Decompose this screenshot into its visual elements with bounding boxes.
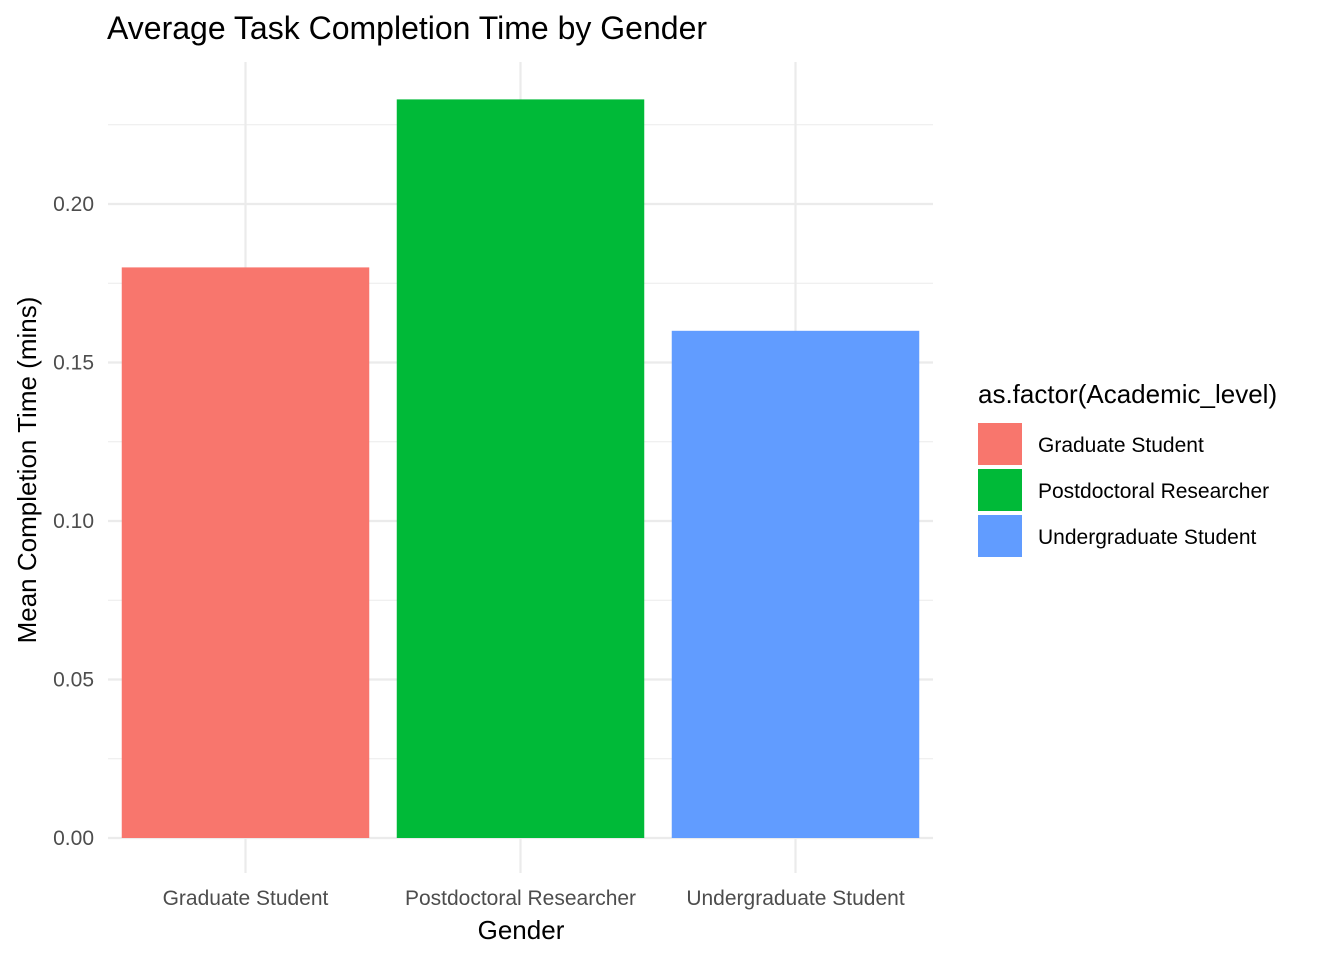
chart-title: Average Task Completion Time by Gender xyxy=(107,10,707,46)
x-axis-ticks: Graduate Student Postdoctoral Researcher U… xyxy=(163,887,905,910)
legend: as.factor(Academic_level) Graduate Stude… xyxy=(978,379,1277,557)
y-axis-ticks: 0.00 0.05 0.10 0.15 0.20 xyxy=(53,193,94,850)
bar-graduate-student xyxy=(121,267,370,838)
y-tick-label: 0.10 xyxy=(53,510,94,533)
y-axis-title: Mean Completion Time (mins) xyxy=(12,297,42,644)
y-tick-label: 0.20 xyxy=(53,193,94,216)
x-tick-label: Graduate Student xyxy=(163,887,329,910)
legend-key xyxy=(978,423,1022,465)
legend-key xyxy=(978,515,1022,557)
x-tick-label: Postdoctoral Researcher xyxy=(405,887,636,910)
y-tick-label: 0.05 xyxy=(53,669,94,692)
bar-undergraduate-student xyxy=(671,330,920,838)
bars xyxy=(121,99,920,838)
bar-postdoctoral-researcher xyxy=(396,99,645,838)
y-tick-label: 0.00 xyxy=(53,827,94,850)
legend-label: Graduate Student xyxy=(1038,434,1204,457)
legend-label: Undergraduate Student xyxy=(1038,526,1256,549)
legend-title: as.factor(Academic_level) xyxy=(978,379,1277,409)
x-tick-label: Undergraduate Student xyxy=(686,887,904,910)
legend-key xyxy=(978,469,1022,511)
legend-label: Postdoctoral Researcher xyxy=(1038,480,1269,503)
x-axis-title: Gender xyxy=(478,915,565,945)
y-tick-label: 0.15 xyxy=(53,352,94,375)
